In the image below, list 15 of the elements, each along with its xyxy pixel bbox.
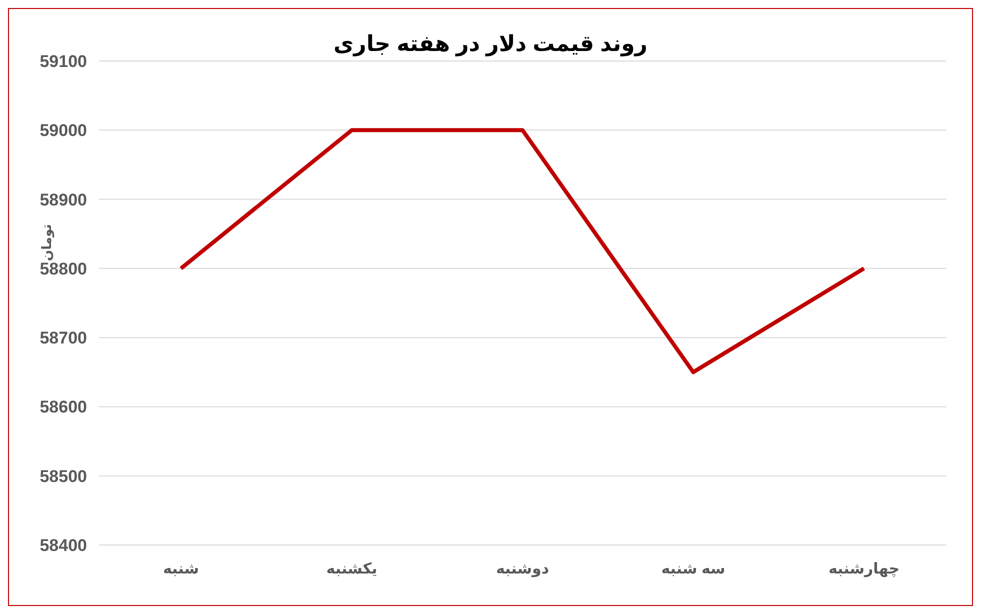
y-tick-label: 58500 [40, 466, 87, 486]
x-tick-label: شنبه [162, 560, 200, 578]
x-tick-label: چهارشنبه [828, 560, 900, 578]
x-tick-label: سه شنبه [661, 560, 726, 578]
x-tick-label: یکشنبه [326, 560, 378, 578]
y-tick-label: 58400 [40, 536, 87, 556]
y-tick-label: 58600 [40, 398, 87, 417]
y-tick-label: 58800 [40, 259, 87, 278]
y-axis-title: تومان [39, 224, 55, 261]
chart-title: روند قیمت دلار در هفته جاری [334, 31, 648, 56]
x-tick-label: دوشنبه [496, 560, 550, 578]
y-tick-label: 58900 [40, 190, 87, 210]
y-tick-label: 59100 [40, 52, 87, 72]
y-tick-label: 58700 [40, 328, 87, 348]
y-tick-label: 59000 [40, 121, 87, 140]
